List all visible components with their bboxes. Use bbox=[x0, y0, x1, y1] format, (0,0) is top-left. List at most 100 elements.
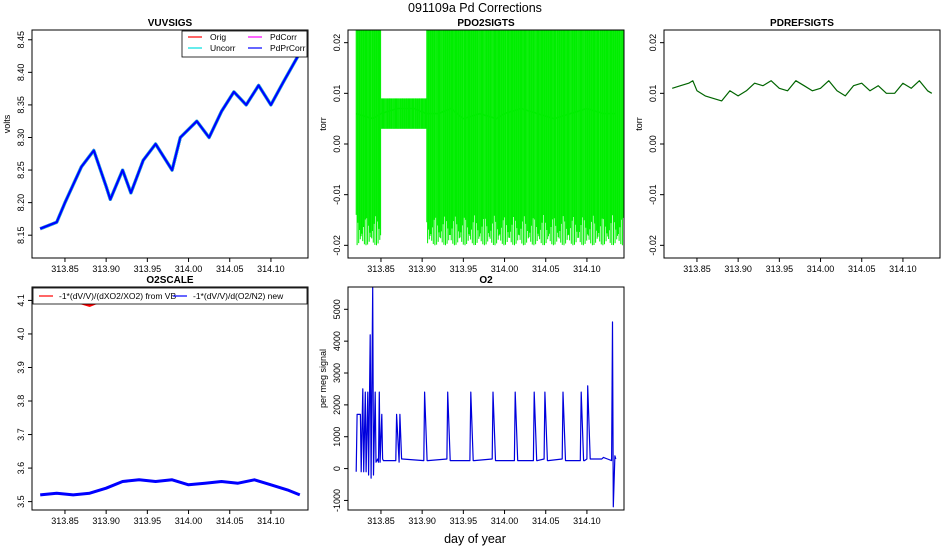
x-tick-label: 313.85 bbox=[367, 264, 395, 274]
y-tick-label: 3.8 bbox=[16, 395, 26, 408]
x-tick-label: 314.10 bbox=[573, 516, 601, 526]
y-tick-label: 0.00 bbox=[648, 135, 658, 153]
series-group bbox=[355, 30, 624, 246]
chart-title: VUVSIGS bbox=[148, 18, 193, 29]
y-tick-label: 3000 bbox=[332, 363, 342, 383]
y-tick-label: 8.25 bbox=[16, 161, 26, 179]
x-tick-label: 313.85 bbox=[367, 516, 395, 526]
y-tick-label: 4.1 bbox=[16, 294, 26, 307]
x-tick-label: 313.95 bbox=[134, 516, 162, 526]
x-tick-label: 313.90 bbox=[408, 516, 436, 526]
y-tick-label: 4.0 bbox=[16, 328, 26, 341]
y-tick-label: 3.6 bbox=[16, 462, 26, 475]
figure-suptitle: 091109a Pd Corrections bbox=[408, 1, 542, 15]
pdprcorr-series-line bbox=[39, 52, 301, 230]
panel-o2: O2 per meg signal 313.85 313.90 313.95 314.00… bbox=[318, 275, 625, 526]
legend: -1*(dV/V)/(dXO2/XO2) from VB -1*(dV/V)/d(… bbox=[32, 287, 308, 305]
x-tick-label: 314.00 bbox=[175, 516, 203, 526]
uncorr-series-line bbox=[39, 52, 302, 231]
1-dv-v-d-o2-n2-new-series-line bbox=[40, 478, 301, 497]
y-tick-label: 3.9 bbox=[16, 361, 26, 374]
series-group bbox=[355, 287, 617, 508]
panel-vuvsigs: VUVSIGS volts 313.85 313.90 313.95 314.00 314.… bbox=[2, 18, 309, 274]
figure-xlabel: day of year bbox=[444, 532, 506, 546]
y-tick-label: 4000 bbox=[332, 331, 342, 351]
plot-frame bbox=[31, 286, 309, 511]
y-axis-label: per meg signal bbox=[318, 349, 328, 408]
chart-title: O2 bbox=[479, 275, 493, 286]
panel-pdrefsigts: PDREFSIGTS torr 313.85 313.90 313.95 314.00 31… bbox=[634, 18, 941, 274]
legend-box bbox=[181, 30, 308, 58]
y-tick-label: 3.7 bbox=[16, 428, 26, 441]
x-tick-label: 314.05 bbox=[532, 516, 560, 526]
y-tick-label: 1000 bbox=[332, 427, 342, 447]
o2-series-line bbox=[355, 287, 617, 508]
x-tick-label: 314.00 bbox=[491, 264, 519, 274]
y-tick-label: 8.45 bbox=[16, 31, 26, 49]
legend-label: PdPrCorr bbox=[270, 43, 306, 53]
legend-label: -1*(dV/V)/d(O2/N2) new bbox=[193, 291, 284, 301]
y-tick-label: 0 bbox=[332, 466, 342, 471]
x-tick-label: 313.95 bbox=[450, 264, 478, 274]
x-tick-label: 313.95 bbox=[450, 516, 478, 526]
chart-title: O2SCALE bbox=[146, 275, 194, 286]
y-tick-label: -1000 bbox=[332, 489, 342, 512]
x-tick-label: 314.00 bbox=[807, 264, 835, 274]
y-tick-label: 8.40 bbox=[16, 64, 26, 82]
y-tick-label: -0.01 bbox=[332, 184, 342, 205]
x-tick-label: 313.95 bbox=[766, 264, 794, 274]
x-tick-label: 314.05 bbox=[216, 516, 244, 526]
y-tick-label: 0.00 bbox=[332, 135, 342, 153]
plot-frame bbox=[347, 286, 625, 511]
pdcorr-series-line bbox=[39, 52, 302, 231]
y-tick-label: 8.30 bbox=[16, 129, 26, 147]
x-tick-label: 314.05 bbox=[216, 264, 244, 274]
y-tick-label: 0.02 bbox=[332, 34, 342, 52]
x-tick-label: 313.90 bbox=[724, 264, 752, 274]
series-group bbox=[672, 80, 933, 102]
y-tick-label: 8.20 bbox=[16, 194, 26, 212]
x-tick-label: 314.05 bbox=[532, 264, 560, 274]
pdrefsigts-series-line bbox=[672, 80, 933, 102]
y-axis-label: torr bbox=[634, 117, 644, 131]
y-tick-label: 8.35 bbox=[16, 96, 26, 114]
x-tick-label: 313.85 bbox=[51, 264, 79, 274]
legend-label: Uncorr bbox=[210, 43, 236, 53]
y-tick-label: -0.02 bbox=[332, 235, 342, 256]
x-tick-label: 314.10 bbox=[257, 264, 285, 274]
series-group bbox=[39, 52, 302, 231]
plot-frame bbox=[663, 29, 941, 259]
y-tick-label: 3.5 bbox=[16, 495, 26, 508]
x-tick-label: 314.10 bbox=[573, 264, 601, 274]
x-tick-label: 313.85 bbox=[51, 516, 79, 526]
chart-title: PDO2SIGTS bbox=[457, 18, 515, 29]
panel-o2scale: O2SCALE 313.85 313.90 313.95 314.00 314.05 314… bbox=[16, 275, 309, 526]
y-axis-label: torr bbox=[318, 117, 328, 131]
y-tick-label: 8.15 bbox=[16, 226, 26, 244]
x-tick-label: 313.95 bbox=[134, 264, 162, 274]
x-tick-label: 313.85 bbox=[683, 264, 711, 274]
x-tick-label: 314.00 bbox=[175, 264, 203, 274]
x-tick-label: 313.90 bbox=[92, 264, 120, 274]
y-tick-label: 2000 bbox=[332, 395, 342, 415]
y-tick-label: 5000 bbox=[332, 299, 342, 319]
legend-box bbox=[32, 287, 308, 305]
panel-pdo2sigts: PDO2SIGTS torr 313.85 313.90 313.95 314.00 314… bbox=[318, 18, 625, 274]
x-tick-label: 314.00 bbox=[491, 516, 519, 526]
legend-label: PdCorr bbox=[270, 32, 297, 42]
y-tick-label: 0.01 bbox=[332, 85, 342, 103]
y-axis-label: volts bbox=[2, 114, 12, 133]
y-tick-label: 0.02 bbox=[648, 34, 658, 52]
x-tick-label: 314.10 bbox=[257, 516, 285, 526]
x-tick-label: 313.90 bbox=[92, 516, 120, 526]
legend-label: -1*(dV/V)/(dXO2/XO2) from VB bbox=[59, 291, 176, 301]
legend: Orig PdCorr Uncorr PdPrCorr bbox=[181, 30, 308, 58]
x-tick-label: 313.90 bbox=[408, 264, 436, 274]
y-tick-label: -0.02 bbox=[648, 235, 658, 256]
legend-label: Orig bbox=[210, 32, 226, 42]
y-tick-label: 0.01 bbox=[648, 85, 658, 103]
plot-frame bbox=[31, 29, 309, 259]
series-group bbox=[40, 288, 301, 497]
x-tick-label: 314.05 bbox=[848, 264, 876, 274]
